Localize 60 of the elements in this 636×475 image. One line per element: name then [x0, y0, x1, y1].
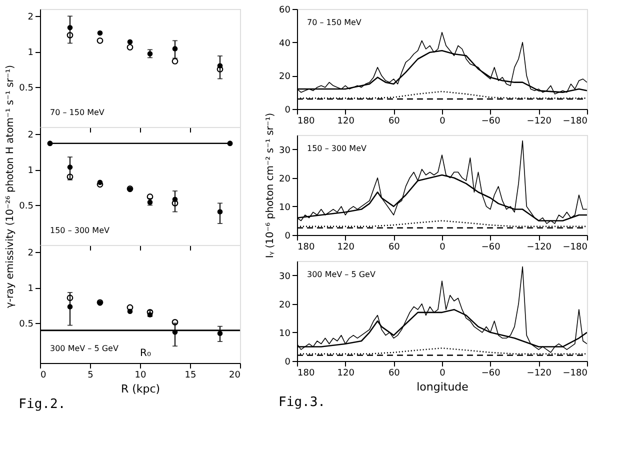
y-axis-title: γ-ray emissivity (10⁻²⁶ photon H atom⁻¹ s⁻¹ sr⁻¹) — [5, 64, 16, 308]
x-tick-label: −180 — [562, 368, 588, 378]
x-tick-label: 0 — [40, 370, 46, 380]
x-tick-label: −60 — [481, 242, 501, 252]
x-tick-label: 0 — [440, 242, 446, 252]
x-axis-title: R (kpc) — [120, 382, 160, 396]
x-tick-label: 10 — [134, 370, 146, 380]
y-tick-label: 1 — [28, 284, 34, 294]
annotation: 150 – 300 MeV — [307, 144, 367, 153]
y-tick-label: 1 — [28, 48, 34, 58]
y-tick-label: 0.5 — [19, 84, 34, 94]
y-tick-label: 20 — [279, 72, 291, 82]
y-tick-label: 10 — [279, 202, 291, 213]
x-tick-label: −120 — [526, 368, 552, 378]
y-tick-label: 20 — [279, 300, 291, 310]
y-tick-label: 60 — [279, 6, 291, 16]
x-tick-label: 60 — [388, 368, 400, 378]
x-tick-label: −60 — [481, 368, 501, 378]
x-tick-label: 20 — [229, 370, 241, 380]
y-tick-label: 10 — [279, 328, 291, 339]
x-tick-label: −60 — [481, 116, 501, 126]
y-tick-label: 0 — [284, 232, 291, 242]
x-tick-label: 0 — [440, 368, 446, 378]
y-tick-label: 2 — [28, 12, 34, 23]
x-tick-label: −180 — [562, 242, 588, 252]
y-tick-label: 20 — [279, 174, 291, 184]
y-axis-title: Iᵧ (10⁻⁶ photon cm⁻² s⁻¹ sr⁻¹) — [265, 112, 276, 258]
y-tick-label: 0 — [284, 358, 291, 368]
x-axis-title: longitude — [416, 380, 469, 394]
y-tick-label: 2 — [28, 130, 34, 141]
y-tick-label: 0 — [284, 106, 291, 116]
x-tick-label: 60 — [388, 242, 400, 252]
text: Fig.2. — [18, 397, 66, 412]
y-tick-label: 0.5 — [19, 202, 34, 212]
annotation: 150 – 300 MeV — [50, 226, 110, 235]
x-tick-label: 5 — [88, 370, 94, 380]
y-tick-label: 2 — [28, 248, 34, 259]
x-tick-label: 120 — [337, 242, 355, 252]
x-tick-label: 15 — [184, 370, 196, 380]
x-tick-label: 180 — [298, 242, 315, 252]
annotation: 70 – 150 MeV — [50, 108, 105, 117]
x-tick-label: 120 — [337, 116, 355, 126]
x-tick-label: −120 — [526, 116, 552, 126]
y-tick-label: 1 — [28, 166, 34, 176]
y-tick-label: 30 — [279, 146, 291, 156]
annotation: 70 – 150 MeV — [307, 18, 362, 27]
x-tick-label: −180 — [562, 116, 588, 126]
y-tick-label: 40 — [279, 38, 291, 49]
x-tick-label: 60 — [388, 116, 400, 126]
x-tick-label: 180 — [298, 368, 315, 378]
annotation: 300 MeV – 5 GeV — [307, 270, 376, 279]
text: Fig.3. — [278, 395, 326, 410]
x-tick-label: −120 — [526, 242, 552, 252]
y-tick-label: 30 — [279, 272, 291, 282]
x-tick-label: 0 — [440, 116, 446, 126]
x-tick-label: 120 — [337, 368, 355, 378]
annotation: R₀ — [140, 348, 151, 359]
annotation: 300 MeV – 5 GeV — [50, 344, 119, 353]
x-tick-label: 180 — [298, 116, 315, 126]
y-tick-label: 0.5 — [19, 320, 34, 330]
